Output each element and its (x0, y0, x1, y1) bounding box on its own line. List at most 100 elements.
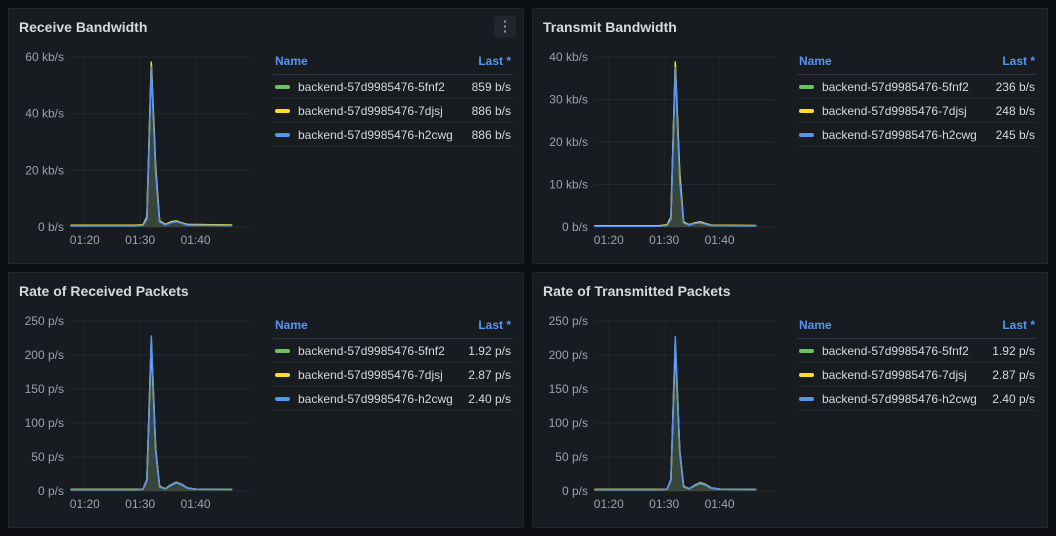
legend-row[interactable]: backend-57d9985476-h2cwg 245 b/s (797, 123, 1037, 147)
chart-svg[interactable]: 0 b/s 10 kb/s 20 kb/s 30 kb/s 40 kb/s 01:20 01… (543, 49, 785, 249)
series-name[interactable]: backend-57d9985476-5fnf2 (822, 343, 969, 358)
panel-transmit-bandwidth: Transmit Bandwidth 0 b/s 10 kb/s 20 kb/s 30… (532, 8, 1048, 264)
panel-header: Receive Bandwidth (19, 15, 513, 39)
legend-header-name[interactable]: Name (799, 318, 832, 332)
legend-header: Name Last * (273, 315, 513, 339)
series-area (71, 336, 232, 491)
time-series-chart[interactable]: 0 b/s 10 kb/s 20 kb/s 30 kb/s 40 kb/s 01:20 01… (543, 49, 785, 254)
series-area (71, 62, 232, 227)
panel-header: Rate of Transmitted Packets (543, 279, 1037, 303)
series-area (71, 66, 232, 228)
series-name[interactable]: backend-57d9985476-h2cwg (298, 127, 453, 142)
time-series-chart[interactable]: 0 p/s 50 p/s 100 p/s 150 p/s 200 p/s 250 p/s 0… (19, 313, 261, 518)
series-last-value: 236 b/s (995, 79, 1035, 94)
x-tick-label: 01:20 (70, 497, 100, 511)
legend-header-name[interactable]: Name (275, 54, 308, 68)
series-color-swatch[interactable] (799, 396, 814, 401)
series-last-value: 245 b/s (995, 127, 1035, 142)
series-name[interactable]: backend-57d9985476-5fnf2 (822, 79, 969, 94)
panel-header: Rate of Received Packets (19, 279, 513, 303)
legend-header-name[interactable]: Name (799, 54, 832, 68)
legend-row[interactable]: backend-57d9985476-h2cwg 886 b/s (273, 123, 513, 147)
series-color-swatch[interactable] (275, 348, 290, 353)
series-area (595, 62, 756, 227)
legend-rows: backend-57d9985476-5fnf2 1.92 p/s backend-… (273, 339, 513, 411)
chart-svg[interactable]: 0 p/s 50 p/s 100 p/s 150 p/s 200 p/s 250 p/s 0… (19, 313, 261, 513)
series-last-value: 1.92 p/s (992, 343, 1035, 358)
series-color-swatch[interactable] (275, 108, 290, 113)
panel-body: 0 p/s 50 p/s 100 p/s 150 p/s 200 p/s 250 p/s 0… (19, 303, 513, 521)
series-last-value: 859 b/s (471, 79, 511, 94)
time-series-chart[interactable]: 0 b/s 20 kb/s 40 kb/s 60 kb/s 01:20 01:30 01:4… (19, 49, 261, 254)
series-color-swatch[interactable] (275, 372, 290, 377)
series-last-value: 2.40 p/s (468, 391, 511, 406)
series-area (595, 344, 756, 491)
series-area (595, 64, 756, 227)
y-tick-label: 200 p/s (549, 348, 588, 362)
series-color-swatch[interactable] (275, 396, 290, 401)
series-color-swatch[interactable] (275, 84, 290, 89)
legend-row[interactable]: backend-57d9985476-7djsj 886 b/s (273, 99, 513, 123)
series-name[interactable]: backend-57d9985476-h2cwg (298, 391, 453, 406)
legend-header: Name Last * (273, 51, 513, 75)
series-color-swatch[interactable] (799, 348, 814, 353)
legend-header-last[interactable]: Last * (478, 318, 511, 332)
legend-row[interactable]: backend-57d9985476-7djsj 2.87 p/s (273, 363, 513, 387)
y-tick-label: 150 p/s (25, 382, 64, 396)
x-tick-label: 01:40 (181, 497, 211, 511)
legend-row[interactable]: backend-57d9985476-7djsj 248 b/s (797, 99, 1037, 123)
series-last-value: 886 b/s (471, 127, 511, 142)
legend-header-last[interactable]: Last * (1002, 318, 1035, 332)
series-name[interactable]: backend-57d9985476-7djsj (298, 103, 443, 118)
panel-title[interactable]: Rate of Received Packets (19, 283, 189, 299)
x-tick-label: 01:20 (70, 233, 100, 247)
legend-header: Name Last * (797, 315, 1037, 339)
series-color-swatch[interactable] (799, 84, 814, 89)
series-color-swatch[interactable] (799, 132, 814, 137)
series-color-swatch[interactable] (799, 108, 814, 113)
legend-row[interactable]: backend-57d9985476-h2cwg 2.40 p/s (273, 387, 513, 411)
series-name[interactable]: backend-57d9985476-7djsj (822, 103, 967, 118)
legend-header: Name Last * (797, 51, 1037, 75)
series-color-swatch[interactable] (799, 372, 814, 377)
panel-body: 0 p/s 50 p/s 100 p/s 150 p/s 200 p/s 250 p/s 0… (543, 303, 1037, 521)
series-name[interactable]: backend-57d9985476-5fnf2 (298, 343, 445, 358)
legend-row[interactable]: backend-57d9985476-7djsj 2.87 p/s (797, 363, 1037, 387)
kebab-menu-icon[interactable]: ⋮ (494, 16, 516, 38)
legend-table: Name Last * backend-57d9985476-5fnf2 236 … (797, 39, 1037, 147)
y-tick-label: 0 p/s (38, 484, 64, 498)
x-tick-label: 01:40 (705, 233, 735, 247)
legend-header-last[interactable]: Last * (478, 54, 511, 68)
series-color-swatch[interactable] (275, 132, 290, 137)
series-last-value: 2.87 p/s (992, 367, 1035, 382)
panel-title[interactable]: Transmit Bandwidth (543, 19, 677, 35)
y-tick-label: 20 kb/s (25, 163, 64, 177)
series-line (70, 66, 233, 227)
series-name[interactable]: backend-57d9985476-7djsj (822, 367, 967, 382)
series-name[interactable]: backend-57d9985476-h2cwg (822, 127, 977, 142)
series-name[interactable]: backend-57d9985476-h2cwg (822, 391, 977, 406)
series-area (595, 336, 756, 491)
series-area (71, 340, 232, 491)
time-series-chart[interactable]: 0 p/s 50 p/s 100 p/s 150 p/s 200 p/s 250 p/s 0… (543, 313, 785, 518)
legend-row[interactable]: backend-57d9985476-5fnf2 236 b/s (797, 75, 1037, 99)
panel-title[interactable]: Rate of Transmitted Packets (543, 283, 731, 299)
panel-receive-bandwidth: Receive Bandwidth ⋮ 0 b/s 20 kb/s 40 kb/s 6… (8, 8, 524, 264)
panel-rate-transmitted-packets: Rate of Transmitted Packets 0 p/s 50 p/s 1… (532, 272, 1048, 528)
legend-row[interactable]: backend-57d9985476-5fnf2 1.92 p/s (273, 339, 513, 363)
legend-header-name[interactable]: Name (275, 318, 308, 332)
legend-rows: backend-57d9985476-5fnf2 236 b/s backend-5… (797, 75, 1037, 147)
series-last-value: 886 b/s (471, 103, 511, 118)
legend-row[interactable]: backend-57d9985476-5fnf2 859 b/s (273, 75, 513, 99)
legend-header-last[interactable]: Last * (1002, 54, 1035, 68)
panel-body: 0 b/s 10 kb/s 20 kb/s 30 kb/s 40 kb/s 01:20 01… (543, 39, 1037, 257)
panel-title[interactable]: Receive Bandwidth (19, 19, 148, 35)
chart-svg[interactable]: 0 p/s 50 p/s 100 p/s 150 p/s 200 p/s 250 p/s 0… (543, 313, 785, 513)
chart-svg[interactable]: 0 b/s 20 kb/s 40 kb/s 60 kb/s 01:20 01:30 01:4… (19, 49, 261, 249)
legend-row[interactable]: backend-57d9985476-5fnf2 1.92 p/s (797, 339, 1037, 363)
x-tick-label: 01:30 (125, 497, 155, 511)
series-name[interactable]: backend-57d9985476-5fnf2 (298, 79, 445, 94)
series-name[interactable]: backend-57d9985476-7djsj (298, 367, 443, 382)
legend-row[interactable]: backend-57d9985476-h2cwg 2.40 p/s (797, 387, 1037, 411)
y-tick-label: 150 p/s (549, 382, 588, 396)
